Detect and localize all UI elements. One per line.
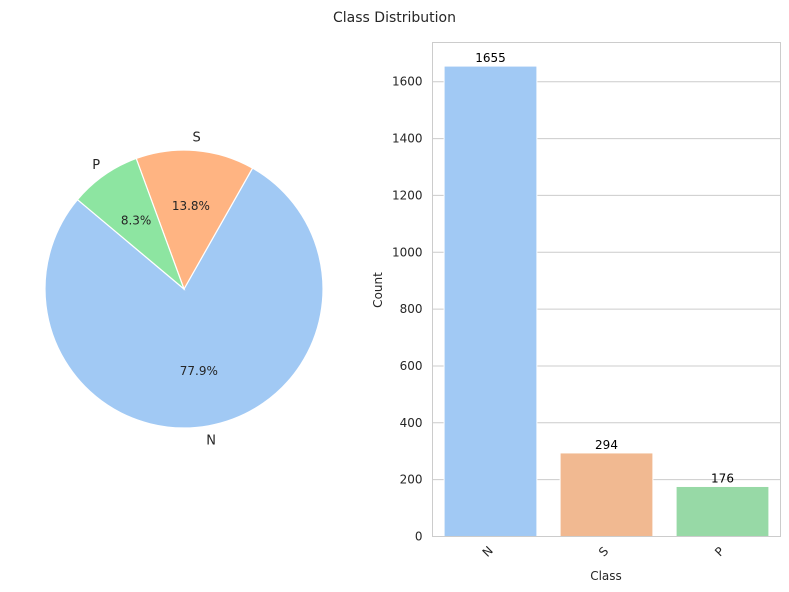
bar-s [559,452,654,537]
pie-chart: N 77.9% S 13.8% P 8.3% [44,131,324,449]
pie-label-n: N [206,434,216,449]
pie-percent-n: 77.9% [180,364,218,378]
bar-axes-frame [432,42,781,537]
bar-n [443,65,538,537]
bar-p [675,485,770,537]
x-axis-label: Class [590,569,622,583]
pie-slice-p [76,157,186,291]
chart-suptitle: Class Distribution [333,10,456,26]
pie-slice-s [135,149,254,291]
pie-label-s: S [192,131,200,146]
pie-percent-p: 8.3% [121,214,152,228]
y-tick-label: 1000 [392,245,423,259]
bar-value-label: 1655 [475,51,506,65]
bar-value-labels: 1655 294 176 [475,51,734,485]
y-tick-label: 1600 [392,75,423,89]
pie-percent-s: 13.8% [172,199,210,213]
y-axis-label: Count [371,272,385,308]
y-tick-label: 600 [400,359,423,373]
x-tick-label: P [712,544,727,559]
bar-value-label: 176 [711,472,734,486]
bar-chart: 0 200 400 600 800 1000 1200 1400 1600 N S P 1655 29… [371,42,781,583]
y-tick-labels: 0 200 400 600 800 1000 1200 1400 1600 [392,75,423,544]
bars [443,65,770,537]
y-tick-label: 0 [415,530,423,544]
x-tick-label: S [596,544,611,559]
bar-value-label: 294 [595,438,618,452]
x-tick-label: N [480,544,496,560]
pie-label-p: P [92,158,100,173]
y-tick-label: 400 [400,416,423,430]
pie-slice-n [44,167,324,429]
y-tick-label: 800 [400,302,423,316]
y-tick-label: 1200 [392,188,423,202]
y-tick-label: 1400 [392,132,423,146]
y-tick-label: 200 [400,473,423,487]
